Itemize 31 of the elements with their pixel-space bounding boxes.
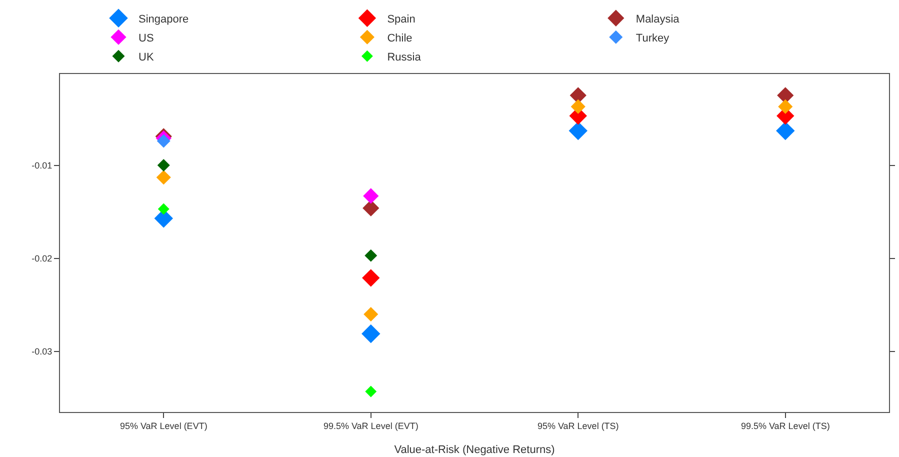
point (156, 170, 171, 185)
y-tick-label: -0.01 (32, 160, 52, 170)
legend-label: Spain (387, 13, 416, 26)
point (778, 99, 793, 114)
point (364, 306, 378, 322)
legend-label: Chile (387, 32, 412, 44)
x-tick-label: 99.5% VaR Level (EVT) (323, 420, 418, 431)
x-tick-label: 95% VaR Level (TS) (537, 420, 619, 431)
legend-label: Singapore (138, 13, 189, 26)
point (365, 386, 377, 398)
point (362, 324, 380, 344)
x-axis-title: Value-at-Risk (Negative Returns) (394, 444, 555, 456)
x-tick-label: 95% VaR Level (EVT) (120, 420, 208, 431)
point (362, 269, 380, 287)
y-tick-label: -0.02 (32, 254, 52, 264)
point (156, 134, 170, 148)
legend-label: US (138, 32, 154, 44)
y-tick-label: -0.03 (32, 346, 52, 357)
point (570, 99, 586, 114)
legend-label: UK (138, 51, 154, 64)
point (157, 159, 170, 172)
point (158, 203, 170, 215)
legend-label: Malaysia (636, 13, 680, 26)
legend-label: Turkey (636, 32, 670, 44)
legend-label: Russia (387, 51, 422, 64)
point (362, 200, 380, 216)
x-tick-label: 99.5% VaR Level (TS) (740, 420, 830, 431)
point (568, 121, 588, 140)
point (364, 249, 378, 262)
point (776, 121, 795, 140)
point (363, 188, 379, 204)
